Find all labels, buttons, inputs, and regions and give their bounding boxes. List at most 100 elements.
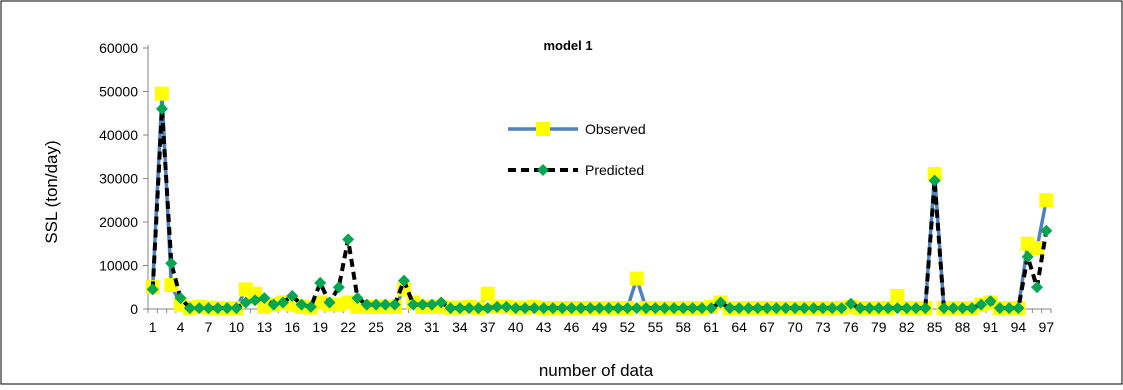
data-point-predicted [686,302,699,315]
x-tick-label: 91 [983,319,999,335]
data-point-predicted [528,302,541,315]
data-point-predicted [1040,224,1053,237]
data-point-predicted [965,302,978,315]
data-point-predicted [612,302,625,315]
data-point-predicted [398,274,411,287]
data-point-predicted [155,102,168,115]
x-tick-label: 61 [703,319,719,335]
legend-marker-predicted [537,164,549,176]
data-point-predicted [295,298,308,311]
data-point-predicted [425,298,438,311]
data-point-predicted [249,294,262,307]
data-point-predicted [416,298,429,311]
data-point-predicted [323,296,336,309]
y-tick-label: 20000 [99,214,138,230]
data-point-predicted [593,302,606,315]
data-point-predicted [667,302,680,315]
data-point-observed [480,286,495,301]
data-point-predicted [407,298,420,311]
data-point-predicted [751,302,764,315]
y-tick-label: 40000 [99,127,138,143]
x-tick-label: 97 [1039,319,1055,335]
data-point-predicted [463,302,476,315]
data-point-predicted [174,292,187,305]
data-point-predicted [975,298,988,311]
x-tick-label: 82 [899,319,915,335]
data-point-predicted [928,174,941,187]
data-point-predicted [1003,302,1016,315]
data-point-predicted [993,302,1006,315]
data-point-predicted [444,302,457,315]
x-tick-label: 52 [620,319,636,335]
data-point-predicted [519,302,532,315]
data-point-predicted [900,302,913,315]
x-tick-label: 73 [815,319,831,335]
x-tick-label: 58 [675,319,691,335]
y-tick-label: 30000 [99,171,138,187]
data-point-predicted [537,302,550,315]
data-point-predicted [314,276,327,289]
data-point-predicted [733,302,746,315]
data-point-observed [1030,241,1045,256]
data-point-predicted [360,298,373,311]
data-point-predicted [640,302,653,315]
data-point-predicted [826,302,839,315]
data-point-predicted [491,300,504,313]
data-point-predicted [388,298,401,311]
x-tick-label: 22 [340,319,356,335]
data-point-predicted [165,257,178,270]
data-point-predicted [267,298,280,311]
data-point-predicted [788,302,801,315]
data-point-predicted [835,302,848,315]
x-tick-label: 40 [508,319,524,335]
data-point-predicted [658,302,671,315]
data-point-predicted [351,292,364,305]
data-point-predicted [453,302,466,315]
data-point-predicted [761,302,774,315]
data-point-predicted [211,302,224,315]
data-point-predicted [695,302,708,315]
x-tick-label: 16 [285,319,301,335]
legend-label-predicted: Predicted [585,162,644,178]
data-point-predicted [556,302,569,315]
x-tick-label: 7 [205,319,213,335]
data-point-predicted [723,302,736,315]
x-tick-label: 70 [787,319,803,335]
x-tick-label: 19 [312,319,328,335]
x-tick-label: 37 [480,319,496,335]
data-point-predicted [677,302,690,315]
x-tick-label: 76 [843,319,859,335]
x-tick-label: 64 [731,319,747,335]
data-point-predicted [882,302,895,315]
data-point-predicted [621,302,634,315]
data-point-predicted [230,302,243,315]
axes: 0 10000 20000 30000 40000 50000 60000 1 4 7 10 13 16… [99,40,1054,335]
data-point-predicted [276,296,289,309]
data-point-predicted [202,302,215,315]
data-point-observed [890,288,905,303]
data-point-predicted [584,302,597,315]
data-point-predicted [1031,281,1044,294]
x-tick-label: 31 [424,319,440,335]
data-point-predicted [705,302,718,315]
x-tick-label: 13 [257,319,273,335]
y-tick-label: 50000 [99,84,138,100]
data-point-predicted [937,302,950,315]
x-tick-label: 10 [229,319,245,335]
y-tick-label: 60000 [99,40,138,56]
x-tick-label: 34 [452,319,468,335]
data-point-predicted [947,302,960,315]
data-point-predicted [481,302,494,315]
x-tick-label: 49 [592,319,608,335]
y-tick-label: 0 [130,301,138,317]
x-tick-label: 67 [759,319,775,335]
data-point-predicted [714,296,727,309]
data-point-predicted [854,302,867,315]
data-point-observed [154,86,169,101]
data-point-predicted [863,302,876,315]
data-point-predicted [630,302,643,315]
data-point-predicted [239,296,252,309]
data-point-predicted [919,302,932,315]
data-point-predicted [304,300,317,313]
